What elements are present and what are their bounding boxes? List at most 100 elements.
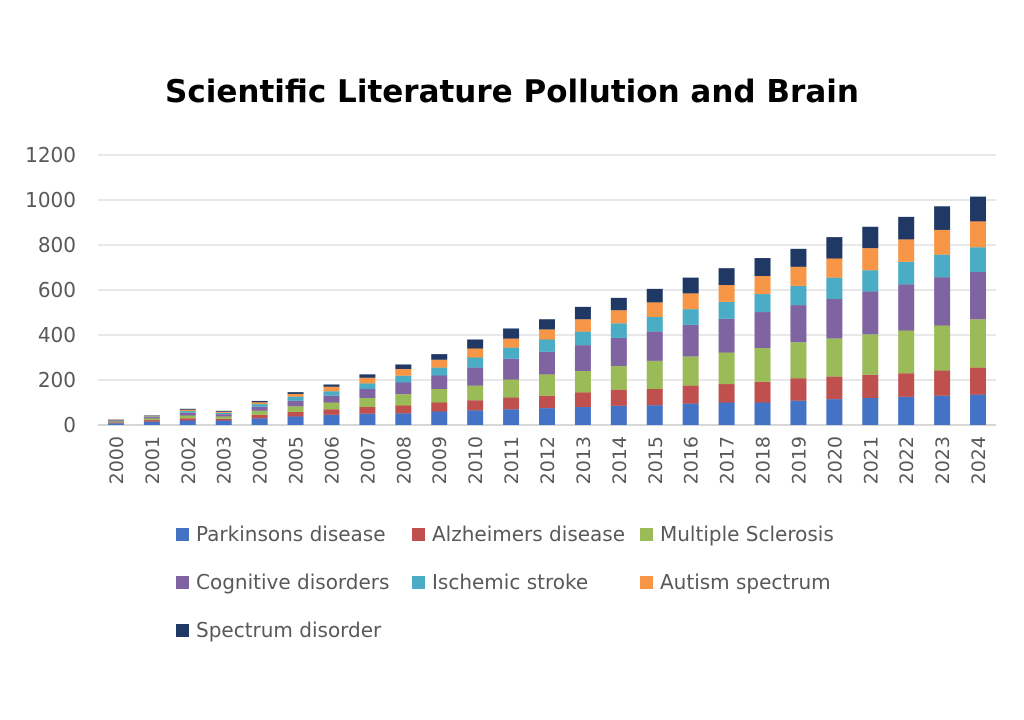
bar-segment xyxy=(395,413,412,425)
legend-label: Multiple Sclerosis xyxy=(660,522,834,546)
bar-segment xyxy=(646,405,663,425)
bar-segment xyxy=(107,422,124,424)
bar-segment xyxy=(143,416,160,418)
bar-segment xyxy=(359,374,376,378)
bar-segment xyxy=(215,411,232,413)
bar-segment xyxy=(934,229,951,255)
bar-segment xyxy=(934,370,951,396)
bar-segment xyxy=(826,338,843,377)
bar-segment xyxy=(970,196,987,222)
bar-segment xyxy=(107,423,124,425)
bar-segment xyxy=(323,395,340,403)
bar-segment xyxy=(359,398,376,407)
bar-segment xyxy=(539,351,555,375)
bar-segment xyxy=(539,319,555,330)
bar-segment xyxy=(682,277,699,294)
x-tick-label: 2023 xyxy=(932,436,954,484)
legend-label: Spectrum disorder xyxy=(196,618,382,642)
x-tick-label: 2020 xyxy=(824,436,846,484)
bar-segment xyxy=(898,239,915,262)
bar-segment xyxy=(179,420,196,425)
bar-segment xyxy=(215,418,232,421)
bar-segment xyxy=(539,374,555,396)
x-tick-label: 2021 xyxy=(860,436,882,484)
bar-segment xyxy=(646,331,663,361)
bar-segment xyxy=(215,410,232,412)
bar-segment xyxy=(754,258,771,277)
bar-segment xyxy=(431,389,448,403)
bar-segment xyxy=(898,373,915,397)
legend-swatch xyxy=(176,623,189,637)
bar-segment xyxy=(898,284,915,331)
x-tick-label: 2016 xyxy=(681,436,703,484)
bar-segment xyxy=(754,276,771,295)
legend-swatch xyxy=(412,527,425,541)
legend-label: Autism spectrum xyxy=(660,570,831,594)
bar-segment xyxy=(287,406,304,412)
x-tick-label: 2015 xyxy=(645,436,667,484)
bar-segment xyxy=(682,403,699,425)
bar-segment xyxy=(215,420,232,425)
bar-segment xyxy=(826,399,843,425)
bar-segment xyxy=(107,420,124,422)
bar-segment xyxy=(826,277,843,299)
x-tick-label: 2009 xyxy=(429,436,451,484)
bar-segment xyxy=(503,347,520,359)
bar-segment xyxy=(431,367,448,376)
bar-segment xyxy=(826,258,843,278)
x-tick-label: 2010 xyxy=(465,436,487,484)
x-tick-label: 2011 xyxy=(501,436,523,484)
bar-segment xyxy=(539,339,555,352)
legend-item: Multiple Sclerosis xyxy=(640,522,834,546)
bar-segment xyxy=(718,301,735,319)
bar-segment xyxy=(143,417,160,419)
bar-segment xyxy=(610,366,627,390)
x-tick-label: 2013 xyxy=(573,436,595,484)
bar-segment xyxy=(718,285,735,302)
x-tick-label: 2022 xyxy=(896,436,918,484)
bar-segment xyxy=(287,416,304,425)
x-tick-label: 2024 xyxy=(968,436,990,484)
bar-segment xyxy=(215,412,232,415)
bar-segment xyxy=(646,317,663,332)
y-tick-label: 1200 xyxy=(25,143,76,167)
bar-segment xyxy=(646,389,663,406)
bar-segment xyxy=(754,294,771,313)
bar-segment xyxy=(539,408,555,425)
legend-label: Alzheimers disease xyxy=(432,522,626,546)
bar-segment xyxy=(610,337,627,367)
bar-segment xyxy=(143,420,160,422)
y-tick-label: 400 xyxy=(38,323,76,347)
bar-segment xyxy=(934,206,951,230)
bar-segment xyxy=(718,384,735,403)
legend-swatch xyxy=(176,527,189,541)
bar-segment xyxy=(431,402,448,412)
bar-segment xyxy=(467,385,484,401)
bar-segment xyxy=(467,410,484,425)
y-tick-label: 200 xyxy=(38,368,76,392)
x-tick-label: 2001 xyxy=(142,436,164,484)
bar-segment xyxy=(646,302,663,317)
bar-segment xyxy=(826,376,843,400)
bar-segment xyxy=(970,221,987,248)
bar-segment xyxy=(610,310,627,324)
x-tick-label: 2003 xyxy=(214,436,236,484)
bar-segment xyxy=(970,319,987,368)
bar-segment xyxy=(395,364,412,369)
bar-segment xyxy=(323,384,340,387)
bar-segment xyxy=(359,407,376,414)
bar-segment xyxy=(359,389,376,398)
bar-segment xyxy=(323,391,340,396)
legend-item: Parkinsons disease xyxy=(176,522,386,546)
bar-segment xyxy=(862,398,879,425)
bar-segment xyxy=(431,354,448,360)
bar-segment xyxy=(323,402,340,410)
bar-segment xyxy=(610,323,627,338)
bar-segment xyxy=(682,293,699,310)
bar-segment xyxy=(539,329,555,340)
bar-segment xyxy=(179,412,196,416)
bar-segment xyxy=(754,381,771,403)
bar-segment xyxy=(251,406,268,411)
bar-segment xyxy=(251,418,268,425)
x-tick-label: 2004 xyxy=(250,436,272,484)
